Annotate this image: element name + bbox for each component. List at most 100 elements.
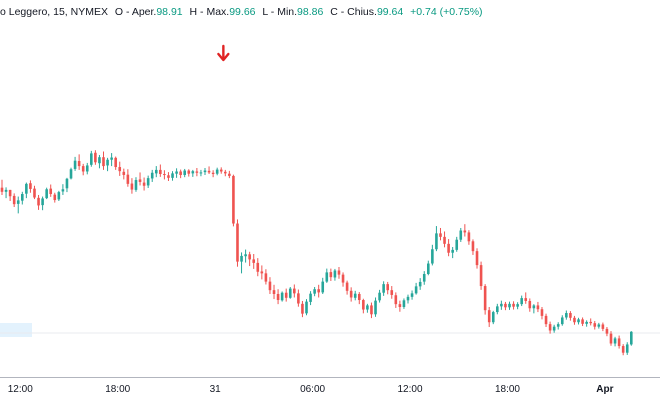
candle[interactable] <box>207 166 211 175</box>
candle[interactable] <box>625 342 629 355</box>
candle[interactable] <box>85 162 89 175</box>
candle[interactable] <box>256 258 260 277</box>
candle[interactable] <box>33 185 36 200</box>
candle[interactable] <box>4 187 8 199</box>
candle[interactable] <box>317 284 320 298</box>
candle[interactable] <box>504 301 507 311</box>
candle[interactable] <box>179 169 182 179</box>
candle[interactable] <box>487 306 491 327</box>
candle[interactable] <box>414 282 418 295</box>
candle[interactable] <box>406 294 410 304</box>
candle[interactable] <box>471 239 475 255</box>
candle[interactable] <box>577 317 580 325</box>
candle[interactable] <box>552 324 556 333</box>
candle[interactable] <box>175 168 178 178</box>
candle[interactable] <box>386 281 389 295</box>
candle[interactable] <box>272 284 276 300</box>
candle[interactable] <box>12 193 16 208</box>
candle[interactable] <box>475 248 479 269</box>
candle[interactable] <box>593 320 597 330</box>
candle[interactable] <box>65 177 69 193</box>
candle[interactable] <box>321 277 325 294</box>
candle[interactable] <box>455 236 459 252</box>
candle[interactable] <box>154 166 158 178</box>
candle[interactable] <box>329 268 333 281</box>
candle[interactable] <box>284 288 288 302</box>
candle[interactable] <box>463 224 467 237</box>
candles-group[interactable] <box>0 150 633 356</box>
candle[interactable] <box>134 177 138 192</box>
candle[interactable] <box>325 268 329 283</box>
candle[interactable] <box>565 310 568 320</box>
candle[interactable] <box>597 322 601 329</box>
candle[interactable] <box>81 163 85 176</box>
candle[interactable] <box>90 150 93 167</box>
candle[interactable] <box>601 322 605 332</box>
candle[interactable] <box>374 297 377 317</box>
candle[interactable] <box>548 321 552 334</box>
candle[interactable] <box>106 157 109 172</box>
candle[interactable] <box>183 168 186 178</box>
candle[interactable] <box>138 172 142 186</box>
candle[interactable] <box>560 315 564 326</box>
candle[interactable] <box>252 253 256 269</box>
candle[interactable] <box>73 156 77 171</box>
candle[interactable] <box>219 167 223 174</box>
candle[interactable] <box>524 292 528 304</box>
candle[interactable] <box>382 281 385 296</box>
candle[interactable] <box>146 175 150 188</box>
candle[interactable] <box>378 289 381 303</box>
candle[interactable] <box>605 326 609 337</box>
candle[interactable] <box>532 304 536 314</box>
candle[interactable] <box>98 154 101 169</box>
candle[interactable] <box>41 196 44 211</box>
candle[interactable] <box>301 300 304 318</box>
candle[interactable] <box>398 300 402 312</box>
candle[interactable] <box>528 298 532 312</box>
candle[interactable] <box>362 298 365 314</box>
candle[interactable] <box>167 172 170 182</box>
candle[interactable] <box>345 280 349 295</box>
candle[interactable] <box>508 301 511 310</box>
candle[interactable] <box>232 174 235 227</box>
candle[interactable] <box>0 179 4 195</box>
candle[interactable] <box>211 170 215 178</box>
candle[interactable] <box>25 182 28 199</box>
candle[interactable] <box>16 196 20 214</box>
candle[interactable] <box>447 239 450 257</box>
candle[interactable] <box>313 287 316 297</box>
candle[interactable] <box>309 291 312 306</box>
candle[interactable] <box>305 299 308 316</box>
candle[interactable] <box>171 171 174 181</box>
candle[interactable] <box>77 154 81 170</box>
candle[interactable] <box>57 190 61 201</box>
candle[interactable] <box>390 286 394 299</box>
candle[interactable] <box>500 300 503 310</box>
candle[interactable] <box>617 335 621 349</box>
candle[interactable] <box>613 336 617 347</box>
candle[interactable] <box>496 303 499 315</box>
candle[interactable] <box>29 180 32 193</box>
candle[interactable] <box>110 153 113 167</box>
candle[interactable] <box>61 184 65 195</box>
candle[interactable] <box>37 194 40 210</box>
candle[interactable] <box>443 231 446 248</box>
candle[interactable] <box>479 261 483 290</box>
candle[interactable] <box>427 260 430 276</box>
candle[interactable] <box>21 191 24 205</box>
candle[interactable] <box>69 167 73 180</box>
candle[interactable] <box>520 295 523 307</box>
candle[interactable] <box>260 265 264 280</box>
candle[interactable] <box>585 320 588 327</box>
candle[interactable] <box>536 301 540 313</box>
candle[interactable] <box>126 169 130 187</box>
candle[interactable] <box>451 247 454 259</box>
candle[interactable] <box>122 168 126 180</box>
candle[interactable] <box>280 291 284 302</box>
candle[interactable] <box>357 292 361 305</box>
candle[interactable] <box>621 344 625 356</box>
candle[interactable] <box>410 290 414 300</box>
candle[interactable] <box>394 292 398 308</box>
candle[interactable] <box>53 192 57 203</box>
